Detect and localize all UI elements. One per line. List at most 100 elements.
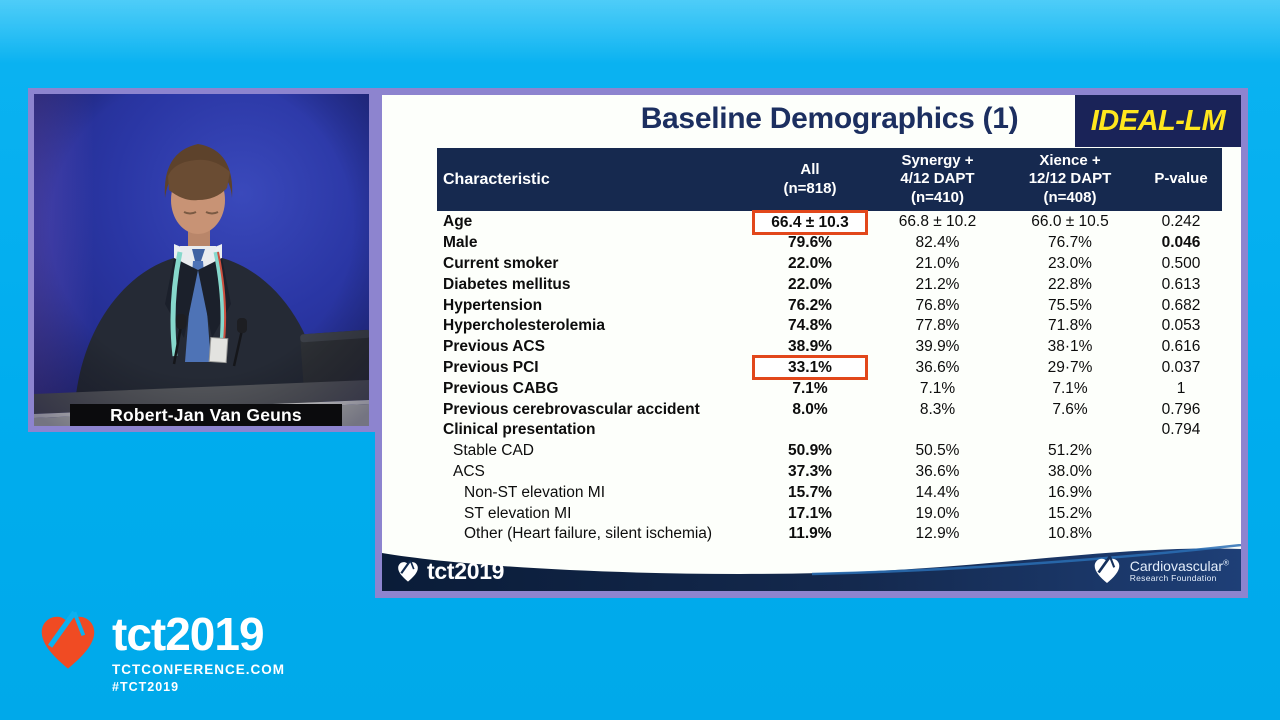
table-row: Current smoker 22.0% 21.0% 23.0% 0.500: [437, 254, 1222, 275]
table-row: Stable CAD 50.9% 50.5% 51.2%: [437, 441, 1222, 462]
cell-all: 8.0%: [792, 400, 828, 418]
table-row: Non-ST elevation MI 15.7% 14.4% 16.9%: [437, 482, 1222, 503]
event-website: TCTCONFERENCE.COM: [112, 662, 285, 678]
cell-xience: 29·7%: [1047, 358, 1093, 376]
col-header-pvalue: P-value: [1154, 170, 1208, 188]
cell-all: 33.1%: [745, 355, 875, 381]
table-row: Clinical presentation 0.794: [437, 420, 1222, 441]
row-label: Diabetes mellitus: [443, 275, 571, 293]
cell-pvalue: 0.616: [1161, 338, 1201, 356]
study-badge: IDEAL-LM: [1075, 95, 1241, 147]
cell-all: 79.6%: [788, 234, 832, 252]
cell-synergy: 8.3%: [919, 400, 956, 418]
cell-synergy: 12.9%: [915, 525, 960, 543]
cell-xience: 71.8%: [1048, 317, 1092, 335]
cell-all: 17.1%: [788, 504, 832, 522]
org-registered-mark: ®: [1223, 557, 1229, 567]
cell-synergy: 66.8 ± 10.2: [898, 213, 977, 231]
presenter-video[interactable]: Robert-Jan Van Geuns: [28, 88, 375, 432]
cell-all: 76.2%: [788, 296, 832, 314]
cell-synergy: 21.2%: [915, 275, 960, 293]
col-header-characteristic: Characteristic: [443, 170, 550, 188]
slide: Baseline Demographics (1) IDEAL-LM Chara…: [375, 88, 1248, 598]
org-subtitle: Research Foundation: [1129, 573, 1217, 584]
cell-all: 15.7%: [788, 483, 832, 501]
cell-pvalue: 0.613: [1161, 275, 1201, 293]
cell-xience: 38.0%: [1048, 462, 1092, 480]
cell-xience: 66.0 ± 10.5: [1031, 213, 1109, 231]
cell-xience: 7.1%: [1052, 379, 1088, 397]
cell-synergy: 77.8%: [915, 317, 960, 335]
org-name: Cardiovascular: [1129, 557, 1224, 574]
cell-xience: 51.2%: [1048, 442, 1092, 460]
cell-pvalue: 0.500: [1161, 254, 1201, 272]
highlight-box: 33.1%: [752, 355, 868, 381]
cell-pvalue: 0.682: [1161, 296, 1201, 314]
cell-synergy: 14.4%: [915, 483, 960, 501]
cell-synergy: 50.5%: [915, 442, 960, 460]
cell-synergy: 19.0%: [915, 504, 960, 522]
table-row: Previous PCI 33.1% 36.6% 29·7% 0.037: [437, 355, 1222, 381]
cell-xience: 76.7%: [1048, 234, 1092, 252]
cell-pvalue: 0.046: [1161, 234, 1201, 252]
crf-heart-icon: [1094, 556, 1120, 583]
cell-xience: 15.2%: [1048, 504, 1092, 522]
col-header-synergy: Synergy + 4/12 DAPT (n=410): [900, 152, 975, 206]
cell-xience: 38·1%: [1047, 338, 1093, 356]
row-label: ACS: [453, 462, 485, 480]
row-label: Previous PCI: [443, 358, 539, 376]
col-header-all: All (n=818): [783, 161, 837, 197]
cell-pvalue: 0.796: [1161, 400, 1201, 418]
cell-synergy: 7.1%: [919, 379, 956, 397]
row-label: Male: [443, 234, 478, 252]
cell-all: 22.0%: [788, 254, 832, 272]
cell-xience: 22.8%: [1048, 275, 1092, 293]
table-row: Previous ACS 38.9% 39.9% 38·1% 0.616: [437, 337, 1222, 358]
row-label: Hypercholesterolemia: [443, 317, 605, 335]
table-row: Male 79.6% 82.4% 76.7% 0.046: [437, 233, 1222, 254]
cell-xience: 10.8%: [1048, 525, 1092, 543]
table-row: Age 66.4 ± 10.3 66.8 ± 10.2 66.0 ± 10.5 0.24…: [437, 209, 1222, 235]
table-header: Characteristic All (n=818) Synergy + 4/1…: [437, 148, 1222, 211]
cell-all: 7.1%: [792, 379, 828, 397]
table-row: Hypertension 76.2% 76.8% 75.5% 0.682: [437, 295, 1222, 316]
cell-all: 22.0%: [788, 275, 832, 293]
tct-heart-icon: [398, 559, 418, 582]
row-label: Other (Heart failure, silent ischemia): [464, 525, 713, 543]
cell-pvalue: 0.242: [1161, 213, 1201, 231]
cell-all: 50.9%: [788, 442, 832, 460]
footer-brand: tct2019: [396, 558, 504, 585]
event-branding: tct2019 TCTCONFERENCE.COM #TCT2019: [36, 610, 285, 694]
event-brand-text: tct2019: [112, 608, 265, 660]
row-label: ST elevation MI: [464, 504, 572, 522]
table-row: Hypercholesterolemia 74.8% 77.8% 71.8% 0.053: [437, 316, 1222, 337]
footer-brand-text: tct2019: [427, 558, 505, 584]
cell-xience: 7.6%: [1052, 400, 1088, 418]
table-body: Age 66.4 ± 10.3 66.8 ± 10.2 66.0 ± 10.5 0.24…: [437, 209, 1222, 545]
cell-synergy: 82.4%: [915, 234, 960, 252]
cell-pvalue: 0.794: [1161, 421, 1201, 439]
table-row: ACS 37.3% 36.6% 38.0%: [437, 462, 1222, 483]
col-header-xience: Xience + 12/12 DAPT (n=408): [1028, 152, 1112, 206]
slide-title: Baseline Demographics (1): [640, 102, 1019, 135]
table-row: ST elevation MI 17.1% 19.0% 15.2%: [437, 503, 1222, 524]
presenter-name-bar: Robert-Jan Van Geuns: [70, 404, 342, 426]
table-row: Previous cerebrovascular accident 8.0% 8.3…: [437, 399, 1222, 420]
row-label: Hypertension: [443, 296, 543, 314]
row-label: Current smoker: [443, 254, 559, 272]
cell-all: 66.4 ± 10.3: [745, 209, 875, 235]
cell-synergy: 21.0%: [915, 254, 960, 272]
table-row: Diabetes mellitus 22.0% 21.2% 22.8% 0.613: [437, 274, 1222, 295]
event-hashtag: #TCT2019: [112, 680, 180, 695]
cell-xience: 16.9%: [1048, 483, 1092, 501]
row-label: Previous CABG: [443, 379, 559, 397]
table-row: Other (Heart failure, silent ischemia) 11…: [437, 524, 1222, 545]
row-label: Previous ACS: [443, 338, 545, 356]
cell-all: 11.9%: [788, 525, 832, 543]
cell-pvalue: 0.053: [1161, 317, 1201, 335]
cell-all: 74.8%: [788, 317, 832, 335]
tct2019-heart-icon: [41, 610, 95, 669]
cell-xience: 75.5%: [1048, 296, 1092, 314]
cell-synergy: 36.6%: [915, 462, 960, 480]
row-label: Age: [443, 213, 473, 231]
